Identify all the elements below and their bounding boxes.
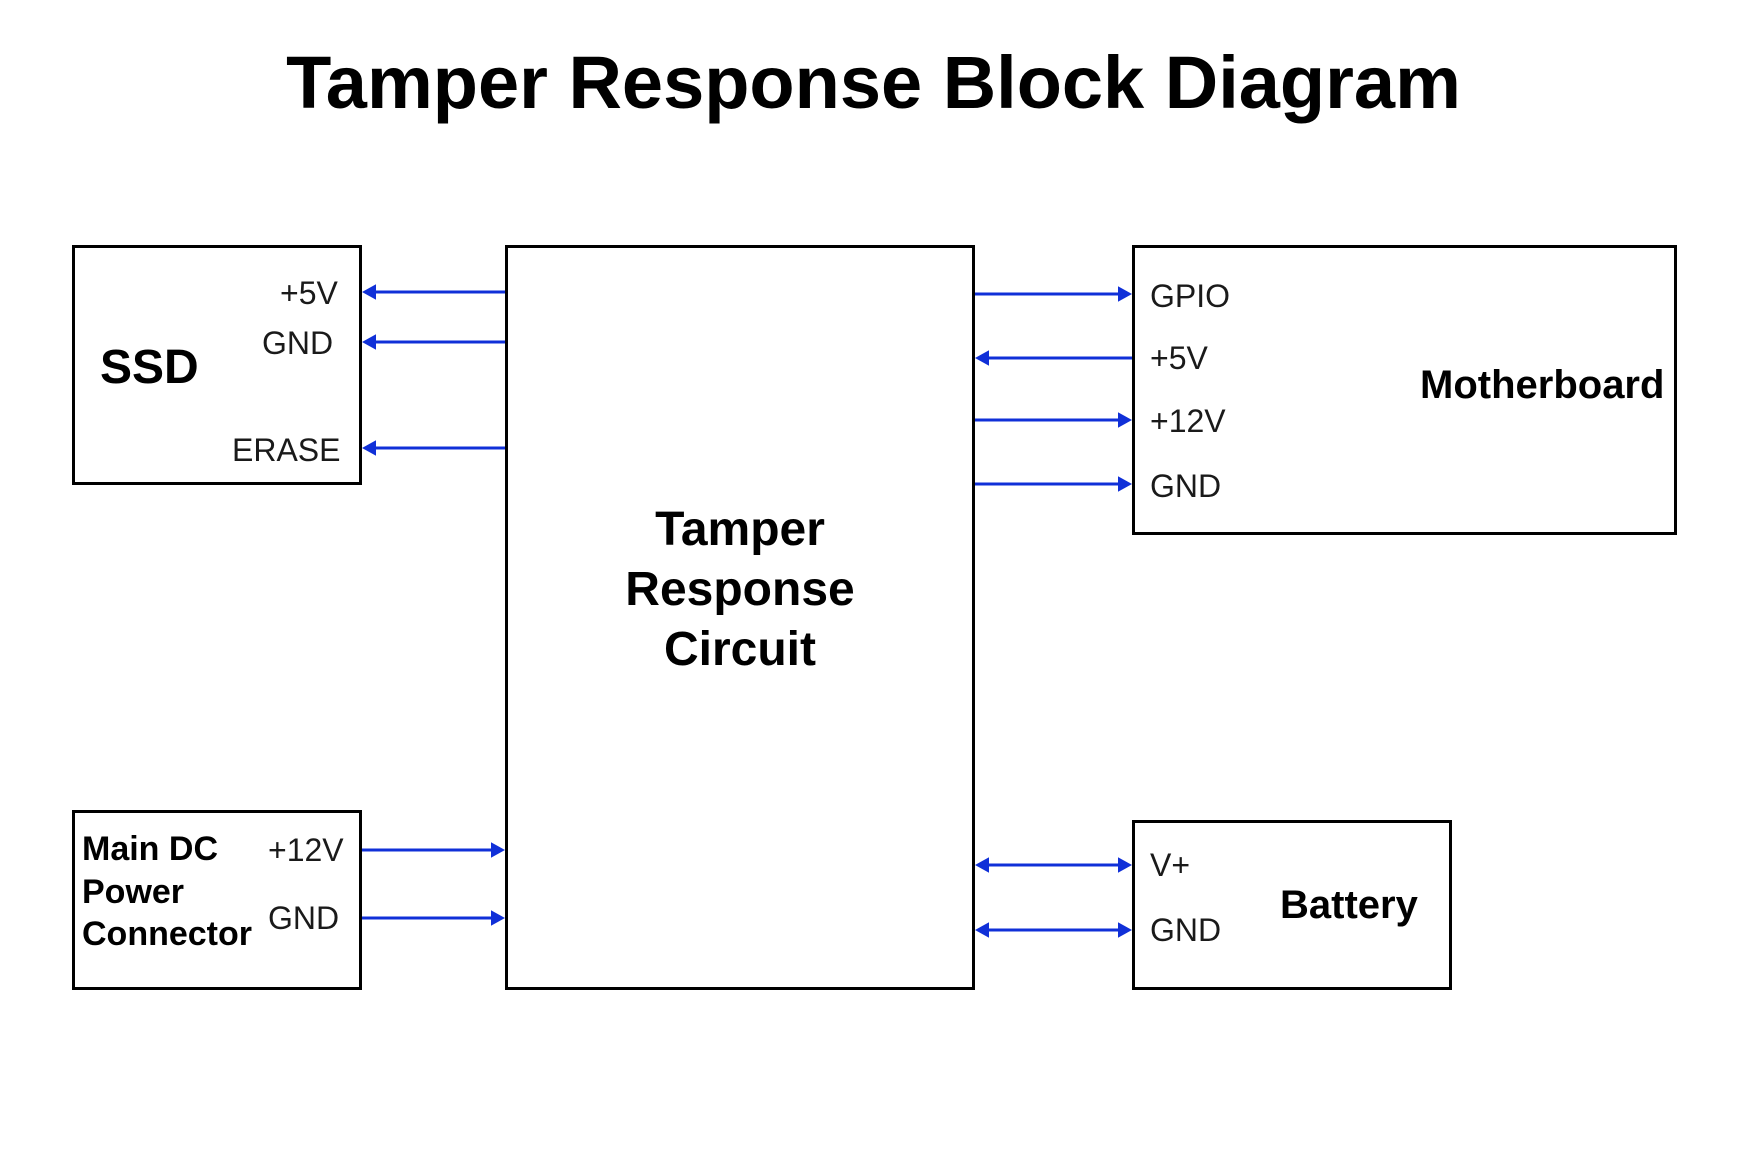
pin-ssd-5v: +5V (280, 275, 338, 312)
pin-power-gnd: GND (268, 900, 339, 937)
block-tamper-response-circuit-label: Tamper Response Circuit (505, 500, 975, 680)
block-battery-label: Battery (1280, 880, 1418, 930)
block-power-connector-label: Main DC Power Connector (82, 828, 252, 956)
pin-mobo-5v: +5V (1150, 340, 1208, 377)
pin-ssd-erase: ERASE (232, 432, 340, 469)
pin-ssd-gnd: GND (262, 325, 333, 362)
block-motherboard-label: Motherboard (1420, 360, 1664, 410)
pin-mobo-gnd: GND (1150, 468, 1221, 505)
pin-power-12v: +12V (268, 832, 344, 869)
pin-battery-vplus: V+ (1150, 847, 1190, 884)
block-ssd-label: SSD (100, 338, 199, 398)
diagram-title: Tamper Response Block Diagram (0, 40, 1747, 125)
pin-mobo-12v: +12V (1150, 403, 1226, 440)
pin-mobo-gpio: GPIO (1150, 278, 1230, 315)
pin-battery-gnd: GND (1150, 912, 1221, 949)
